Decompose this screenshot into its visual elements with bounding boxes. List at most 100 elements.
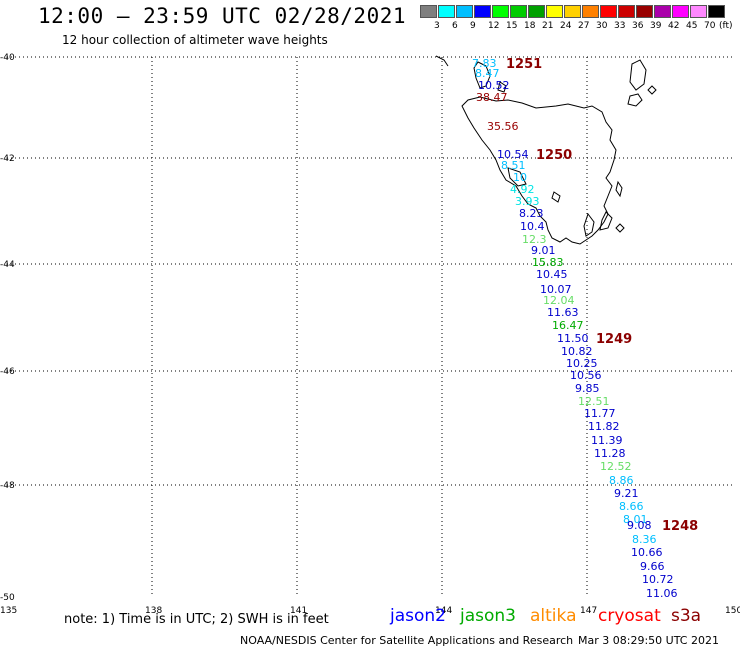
wave-height-value: 12.52	[600, 460, 632, 473]
legend-s3a: s3a	[671, 606, 702, 626]
color-scale-unit: (ft)	[719, 21, 733, 31]
longitude-label: 135	[0, 606, 17, 616]
wave-height-value: 8.36	[632, 533, 657, 546]
pass-time-label: 1250	[536, 148, 572, 163]
color-swatch	[582, 5, 599, 18]
color-scale-label: 9	[470, 21, 476, 31]
note-text: note: 1) Time is in UTC; 2) SWH is in fe…	[64, 612, 329, 627]
wave-height-value: 10.66	[631, 546, 663, 559]
wave-height-value: 11.77	[584, 407, 616, 420]
bruny-island	[583, 212, 595, 237]
footer-timestamp: Mar 3 08:29:50 UTC 2021	[578, 634, 719, 647]
footer-credit: NOAA/NESDIS Center for Satellite Applica…	[240, 634, 574, 647]
flinders-island	[629, 59, 647, 91]
legend-cryosat: cryosat	[598, 606, 661, 626]
color-scale-label: 6	[452, 21, 458, 31]
map-subtitle: 12 hour collection of altimeter wave hei…	[62, 33, 328, 47]
wave-height-value: 10.82	[561, 345, 593, 358]
time-labels: 1251 1250 1249 1248	[506, 57, 698, 534]
wave-height-value: 10.72	[642, 573, 674, 586]
color-scale-bar	[420, 5, 726, 18]
pass-time-label: 1249	[596, 332, 632, 347]
wave-height-value: 4.92	[510, 183, 535, 196]
color-scale-label: 3	[434, 21, 440, 31]
wave-height-value: 10.07	[540, 283, 572, 296]
color-swatch	[618, 5, 635, 18]
three-hummock-island	[497, 81, 507, 93]
tasman-peninsula	[599, 211, 613, 231]
longitude-label: 147	[580, 606, 597, 616]
wave-height-value: 12.3	[522, 233, 547, 246]
wave-height-value: 12.04	[543, 294, 575, 307]
wave-height-value: 9.08	[627, 519, 652, 532]
wave-height-value: 11.39	[591, 434, 623, 447]
pass-time-label: 1248	[662, 519, 698, 534]
tasmania-outline	[461, 96, 617, 245]
color-swatch	[564, 5, 581, 18]
latitude-label: -48	[0, 481, 15, 491]
wave-height-value: 11.63	[547, 306, 579, 319]
wave-height-value: 15.83	[532, 256, 564, 269]
wave-height-value: 8.66	[619, 500, 644, 513]
axis-labels: -40 -42 -44 -46 -48 -50 135 138 141 144 147 150	[0, 53, 740, 616]
longitude-label: 144	[435, 606, 452, 616]
latitude-label: -44	[0, 260, 15, 270]
wave-height-value: 10.45	[536, 268, 568, 281]
color-swatch	[690, 5, 707, 18]
latitude-label: -46	[0, 367, 15, 377]
color-swatch	[600, 5, 617, 18]
color-scale-label: 24	[560, 21, 572, 31]
cape-barren-island	[627, 93, 643, 107]
wave-height-value: 8.51	[501, 159, 526, 172]
small-island-2	[551, 191, 561, 203]
wave-height-value: 12.51	[578, 395, 610, 408]
color-swatch	[546, 5, 563, 18]
color-scale-labels: 3 6 9 12 15 18 21 24 27 30 33 36 39 42 45 70	[420, 21, 740, 33]
wave-height-value: 38.47	[476, 91, 508, 104]
latitude-label: -42	[0, 154, 15, 164]
wave-height-value: 10.56	[570, 369, 602, 382]
latitude-label: -40	[0, 53, 15, 63]
mainland-coast	[435, 55, 449, 67]
wave-height-value: 8.47	[475, 67, 500, 80]
wave-height-value: 9.66	[640, 560, 665, 573]
color-swatch	[420, 5, 437, 18]
longitude-label: 138	[145, 606, 162, 616]
color-scale-label: 33	[614, 21, 626, 31]
tasmania-coastline	[435, 55, 657, 245]
wave-height-value: 3.93	[515, 195, 540, 208]
small-island-3	[615, 223, 625, 233]
color-scale-label: 45	[686, 21, 698, 31]
color-scale-label: 21	[542, 21, 554, 31]
wave-height-value: 11.50	[557, 332, 589, 345]
wave-height-value: 8.23	[519, 207, 544, 220]
color-scale-label: 39	[650, 21, 662, 31]
color-scale-label: 27	[578, 21, 590, 31]
wave-height-value: 10.54	[497, 148, 529, 161]
wave-height-value: 16.47	[552, 319, 584, 332]
longitude-label: 141	[290, 606, 307, 616]
wave-height-value: 9.85	[575, 382, 600, 395]
color-swatch	[510, 5, 527, 18]
wave-height-value: 10.4	[520, 220, 545, 233]
pass-time-label: 1251	[506, 57, 542, 72]
color-scale-label: 15	[506, 21, 518, 31]
wave-height-value: 9.01	[531, 244, 556, 257]
color-scale-label: 12	[488, 21, 500, 31]
color-swatch	[474, 5, 491, 18]
wave-height-value: 7.83	[472, 57, 497, 70]
lat-lon-grid	[7, 56, 732, 597]
color-scale-label: 18	[524, 21, 536, 31]
legend-jason2: jason2	[390, 606, 446, 626]
wave-height-value: 10.25	[566, 357, 598, 370]
king-island	[473, 61, 491, 89]
wave-height-value: 10.52	[478, 79, 510, 92]
wave-height-value: 11.82	[588, 420, 620, 433]
maria-island	[615, 180, 623, 198]
color-swatch	[492, 5, 509, 18]
wave-height-value: 11.06	[646, 587, 678, 600]
color-swatch	[708, 5, 725, 18]
color-scale-label: 36	[632, 21, 644, 31]
